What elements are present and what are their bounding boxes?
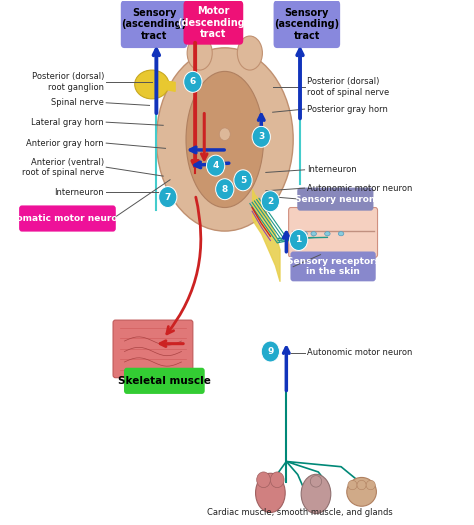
Text: Interneuron: Interneuron [307, 165, 356, 174]
Text: Lateral gray horn: Lateral gray horn [31, 118, 104, 127]
Text: Posterior (dorsal)
root of spinal nerve: Posterior (dorsal) root of spinal nerve [307, 77, 389, 97]
Ellipse shape [257, 472, 270, 488]
Text: Sensory
(ascending)
tract: Sensory (ascending) tract [121, 8, 187, 41]
FancyBboxPatch shape [289, 207, 378, 257]
Circle shape [290, 229, 308, 250]
Ellipse shape [237, 36, 263, 70]
FancyBboxPatch shape [297, 187, 374, 211]
Ellipse shape [357, 480, 366, 490]
Text: Posterior (dorsal)
root ganglion: Posterior (dorsal) root ganglion [32, 72, 104, 91]
Ellipse shape [347, 477, 376, 506]
Ellipse shape [255, 473, 285, 512]
Text: 4: 4 [212, 161, 219, 170]
Text: Cardiac muscle, smooth muscle, and glands: Cardiac muscle, smooth muscle, and gland… [207, 508, 393, 517]
Circle shape [252, 127, 270, 148]
Circle shape [261, 341, 280, 362]
Text: Anterior gray horn: Anterior gray horn [26, 139, 104, 148]
Circle shape [219, 128, 230, 141]
Ellipse shape [338, 232, 344, 236]
Ellipse shape [310, 476, 322, 487]
Text: 6: 6 [190, 77, 196, 86]
Text: Somatic motor neuron: Somatic motor neuron [10, 214, 125, 223]
Circle shape [159, 186, 177, 207]
Text: Spinal nerve: Spinal nerve [51, 98, 104, 107]
FancyBboxPatch shape [113, 320, 193, 377]
Ellipse shape [186, 71, 264, 207]
Text: Anterior (ventral)
root of spinal nerve: Anterior (ventral) root of spinal nerve [22, 158, 104, 177]
Text: 8: 8 [222, 185, 228, 194]
Text: Posterior gray horn: Posterior gray horn [307, 104, 388, 113]
Ellipse shape [366, 480, 375, 490]
FancyBboxPatch shape [19, 205, 116, 232]
Ellipse shape [325, 232, 330, 236]
Ellipse shape [311, 232, 317, 236]
Circle shape [261, 191, 280, 212]
FancyBboxPatch shape [273, 1, 340, 48]
Text: Interneuron: Interneuron [55, 188, 104, 197]
Text: 1: 1 [295, 236, 302, 245]
Text: Sensory receptors
in the skin: Sensory receptors in the skin [287, 257, 380, 276]
Circle shape [207, 155, 225, 176]
Circle shape [184, 71, 202, 92]
Text: 9: 9 [267, 347, 273, 356]
Ellipse shape [270, 472, 284, 488]
Text: Sensory neuron: Sensory neuron [295, 195, 375, 204]
Ellipse shape [187, 36, 212, 70]
FancyBboxPatch shape [124, 368, 205, 394]
Ellipse shape [135, 70, 169, 99]
Text: Sensory
(ascending)
tract: Sensory (ascending) tract [274, 8, 339, 41]
FancyBboxPatch shape [183, 1, 243, 45]
Text: Autonomic motor neuron: Autonomic motor neuron [307, 348, 412, 357]
Circle shape [234, 170, 252, 191]
FancyBboxPatch shape [291, 251, 376, 281]
Circle shape [216, 178, 234, 200]
Ellipse shape [156, 48, 293, 231]
Text: Skeletal muscle: Skeletal muscle [118, 376, 211, 386]
Text: 2: 2 [267, 197, 273, 206]
FancyBboxPatch shape [121, 1, 187, 48]
Text: Motor
(descending)
tract: Motor (descending) tract [177, 6, 249, 39]
Ellipse shape [348, 480, 357, 490]
Text: 3: 3 [258, 132, 264, 141]
Text: Autonomic motor neuron: Autonomic motor neuron [307, 184, 412, 193]
Ellipse shape [302, 232, 307, 236]
Ellipse shape [301, 474, 331, 513]
Text: 5: 5 [240, 176, 246, 185]
Text: 7: 7 [164, 193, 171, 202]
